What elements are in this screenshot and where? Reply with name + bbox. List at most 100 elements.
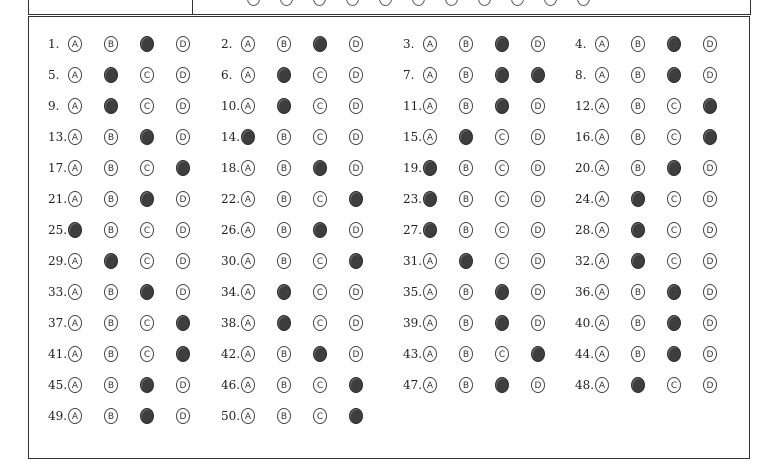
- bubble-c[interactable]: C: [140, 408, 154, 424]
- bubble-b[interactable]: B: [277, 377, 291, 393]
- bubble-b[interactable]: B: [459, 191, 473, 207]
- bubble-b[interactable]: B: [459, 284, 473, 300]
- bubble-c[interactable]: C: [667, 160, 681, 176]
- bubble-d[interactable]: D: [176, 377, 190, 393]
- bubble-b[interactable]: B: [104, 222, 118, 238]
- bubble-c[interactable]: C: [140, 191, 154, 207]
- bubble-d[interactable]: D: [176, 222, 190, 238]
- bubble-d[interactable]: D: [703, 67, 717, 83]
- bubble-b[interactable]: B: [631, 160, 645, 176]
- bubble-d[interactable]: D: [176, 129, 190, 145]
- bubble-d[interactable]: D: [703, 160, 717, 176]
- bubble-b[interactable]: B: [277, 346, 291, 362]
- bubble-a[interactable]: A: [241, 129, 255, 145]
- bubble-b[interactable]: B: [104, 67, 118, 83]
- bubble-a[interactable]: A: [423, 36, 437, 52]
- bubble-a[interactable]: A: [595, 377, 609, 393]
- bubble-b[interactable]: B: [459, 377, 473, 393]
- bubble-d[interactable]: D: [531, 191, 545, 207]
- bubble-b[interactable]: B: [459, 36, 473, 52]
- bubble-b[interactable]: B: [459, 346, 473, 362]
- bubble-b[interactable]: B: [277, 408, 291, 424]
- bubble-a[interactable]: A: [241, 67, 255, 83]
- bubble-a[interactable]: A: [423, 160, 437, 176]
- bubble-c[interactable]: C: [313, 191, 327, 207]
- bubble-b[interactable]: B: [631, 129, 645, 145]
- bubble-a[interactable]: A: [423, 98, 437, 114]
- bubble-d[interactable]: D: [531, 377, 545, 393]
- bubble-b[interactable]: B: [631, 377, 645, 393]
- bubble-a[interactable]: A: [241, 98, 255, 114]
- bubble-c[interactable]: C: [495, 129, 509, 145]
- bubble-d[interactable]: D: [349, 160, 363, 176]
- bubble-b[interactable]: B: [277, 253, 291, 269]
- bubble-c[interactable]: C: [313, 408, 327, 424]
- bubble-c[interactable]: C: [140, 346, 154, 362]
- bubble-d[interactable]: D: [703, 377, 717, 393]
- bubble-b[interactable]: B: [459, 160, 473, 176]
- bubble-d[interactable]: D: [531, 98, 545, 114]
- bubble-b[interactable]: B: [104, 191, 118, 207]
- bubble-d[interactable]: D: [703, 346, 717, 362]
- bubble-d[interactable]: D: [703, 191, 717, 207]
- bubble-c[interactable]: C: [495, 222, 509, 238]
- bubble-c[interactable]: C: [140, 98, 154, 114]
- bubble-a[interactable]: A: [68, 253, 82, 269]
- bubble-b[interactable]: B: [459, 98, 473, 114]
- bubble-c[interactable]: C: [313, 253, 327, 269]
- bubble-c[interactable]: C: [495, 36, 509, 52]
- bubble-d[interactable]: D: [176, 346, 190, 362]
- bubble-d[interactable]: D: [176, 284, 190, 300]
- bubble-c[interactable]: C: [495, 346, 509, 362]
- bubble-d[interactable]: D: [703, 129, 717, 145]
- bubble-c[interactable]: C: [495, 67, 509, 83]
- bubble-b[interactable]: B: [631, 67, 645, 83]
- bubble-c[interactable]: C: [140, 253, 154, 269]
- bubble-c[interactable]: C: [313, 346, 327, 362]
- bubble-b[interactable]: B: [459, 315, 473, 331]
- bubble-c[interactable]: C: [667, 222, 681, 238]
- bubble-a[interactable]: A: [241, 36, 255, 52]
- bubble-d[interactable]: D: [703, 315, 717, 331]
- bubble-c[interactable]: C: [313, 160, 327, 176]
- bubble-d[interactable]: D: [349, 98, 363, 114]
- bubble-a[interactable]: A: [68, 346, 82, 362]
- bubble-a[interactable]: A: [68, 98, 82, 114]
- bubble-b[interactable]: B: [277, 284, 291, 300]
- bubble-a[interactable]: A: [423, 67, 437, 83]
- bubble-a[interactable]: A: [595, 315, 609, 331]
- bubble-d[interactable]: D: [531, 222, 545, 238]
- bubble-c[interactable]: C: [313, 377, 327, 393]
- bubble-d[interactable]: D: [349, 377, 363, 393]
- bubble-c[interactable]: C: [495, 315, 509, 331]
- bubble-a[interactable]: A: [423, 129, 437, 145]
- bubble-a[interactable]: A: [595, 284, 609, 300]
- bubble-d[interactable]: D: [349, 36, 363, 52]
- bubble-d[interactable]: D: [531, 315, 545, 331]
- bubble-b[interactable]: B: [631, 284, 645, 300]
- bubble-d[interactable]: D: [703, 222, 717, 238]
- bubble-b[interactable]: B: [459, 253, 473, 269]
- bubble-b[interactable]: B: [631, 36, 645, 52]
- bubble-c[interactable]: C: [667, 253, 681, 269]
- bubble-a[interactable]: A: [241, 160, 255, 176]
- bubble-c[interactable]: C: [313, 284, 327, 300]
- bubble-a[interactable]: A: [595, 36, 609, 52]
- bubble-c[interactable]: C: [140, 36, 154, 52]
- bubble-d[interactable]: D: [349, 222, 363, 238]
- bubble-d[interactable]: D: [703, 98, 717, 114]
- bubble-a[interactable]: A: [68, 160, 82, 176]
- bubble-a[interactable]: A: [68, 377, 82, 393]
- bubble-a[interactable]: A: [68, 67, 82, 83]
- bubble-d[interactable]: D: [531, 129, 545, 145]
- bubble-b[interactable]: B: [104, 98, 118, 114]
- bubble-a[interactable]: A: [241, 377, 255, 393]
- bubble-d[interactable]: D: [349, 191, 363, 207]
- bubble-a[interactable]: A: [68, 129, 82, 145]
- bubble-d[interactable]: D: [349, 129, 363, 145]
- bubble-c[interactable]: C: [495, 253, 509, 269]
- bubble-c[interactable]: C: [495, 98, 509, 114]
- bubble-a[interactable]: A: [241, 315, 255, 331]
- bubble-a[interactable]: A: [423, 253, 437, 269]
- bubble-d[interactable]: D: [176, 36, 190, 52]
